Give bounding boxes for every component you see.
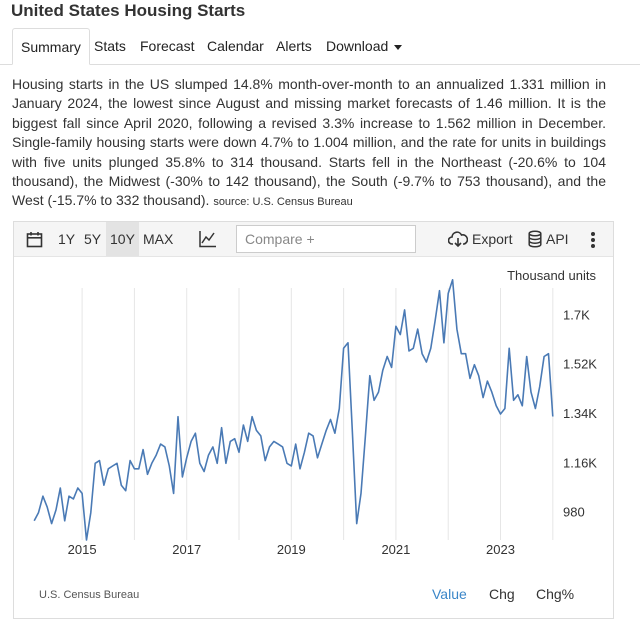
housing-starts-chart: Thousand units 980 1.16K 1.34K 1.52K 1.7K 2015… (33, 268, 598, 557)
compare-input[interactable] (236, 225, 416, 253)
y-tick-label: 1.34K (563, 406, 597, 421)
y-tick-label: 1.52K (563, 357, 597, 372)
x-tick-label: 2015 (68, 542, 97, 557)
range-1y-button[interactable]: 1Y (58, 231, 76, 247)
tab-forecast[interactable]: Forecast (140, 38, 195, 54)
range-5y-button[interactable]: 5Y (84, 231, 102, 247)
y-tick-label: 980 (563, 505, 585, 520)
more-options-icon[interactable] (591, 232, 595, 250)
x-tick-label: 2023 (486, 542, 515, 557)
tab-summary[interactable]: Summary (12, 28, 90, 65)
chart-source-label: U.S. Census Bureau (39, 589, 140, 601)
tab-stats[interactable]: Stats (94, 38, 126, 54)
y-tick-label: 1.7K (563, 307, 590, 322)
y-tick-label: 1.16K (563, 455, 597, 470)
range-10y-button[interactable]: 10Y (106, 222, 139, 256)
cloud-download-icon[interactable] (448, 230, 468, 248)
chart-series-layer (33, 278, 554, 541)
value-mode-button[interactable]: Value (432, 586, 467, 602)
tab-alerts[interactable]: Alerts (276, 38, 312, 54)
calendar-icon[interactable] (26, 231, 43, 248)
database-icon[interactable] (528, 230, 542, 248)
tab-calendar[interactable]: Calendar (207, 38, 264, 54)
tab-bar: Summary Stats Forecast Calendar Alerts D… (0, 28, 640, 65)
x-tick-label: 2017 (172, 542, 201, 557)
unit-label: Thousand units (507, 268, 596, 283)
chart-toolbar: 1Y 5Y 10Y MAX Export API (14, 222, 613, 257)
tab-download-label: Download (326, 38, 389, 54)
export-button[interactable]: Export (472, 231, 513, 247)
chg-mode-button[interactable]: Chg (489, 586, 515, 602)
line-chart-icon[interactable] (199, 230, 217, 248)
caret-down-icon (394, 44, 403, 50)
x-tick-label: 2019 (277, 542, 306, 557)
summary-text: Housing starts in the US slumped 14.8% m… (12, 76, 606, 209)
source-label: source: U.S. Census Bureau (213, 196, 353, 209)
range-max-button[interactable]: MAX (143, 231, 174, 247)
page-title: United States Housing Starts (11, 1, 246, 20)
summary-description: Housing starts in the US slumped 14.8% m… (12, 75, 606, 213)
chg-pct-mode-button[interactable]: Chg% (536, 586, 575, 602)
chart-panel: 1Y 5Y 10Y MAX Export API Thousand units 9… (13, 221, 614, 619)
chart-labels: Thousand units 980 1.16K 1.34K 1.52K 1.7K 2015… (68, 268, 598, 557)
chart-grid (81, 288, 554, 540)
housing-starts-line (33, 278, 554, 541)
x-tick-label: 2021 (381, 542, 410, 557)
api-button[interactable]: API (546, 231, 569, 247)
tab-download[interactable]: Download (326, 28, 403, 65)
